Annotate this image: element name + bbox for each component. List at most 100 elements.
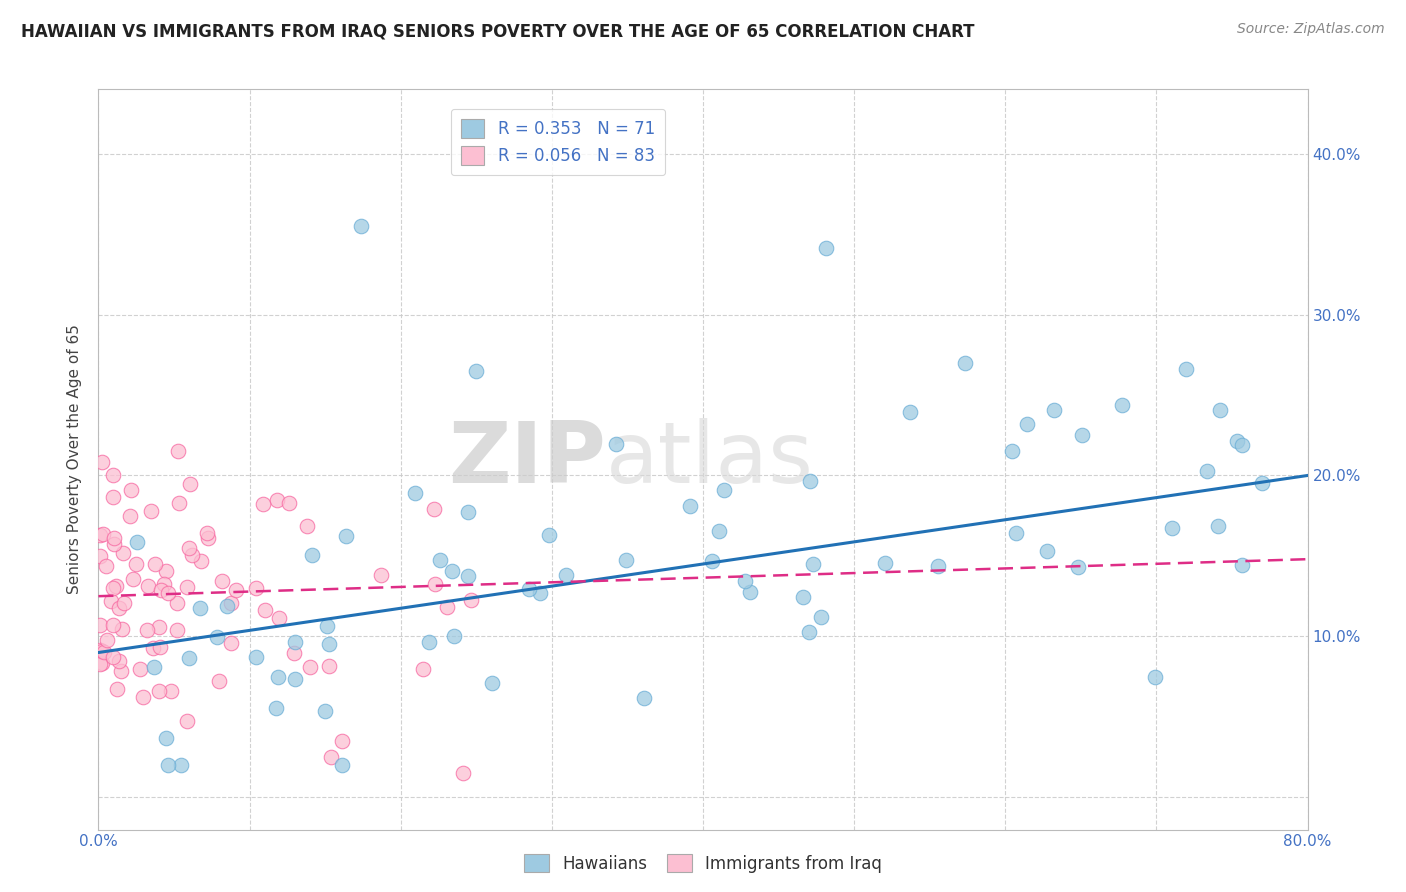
Point [103, 617, 125, 632]
Point [538, 528, 561, 542]
Point [188, 600, 211, 615]
Point [179, 651, 201, 665]
Point [177, 541, 200, 555]
Point [225, 582, 247, 597]
Point [254, 603, 277, 617]
Point [1043, 403, 1066, 417]
Point [801, 557, 824, 571]
Point [103, 491, 125, 505]
Point [314, 704, 336, 718]
Point [89, 617, 111, 632]
Point [1160, 521, 1182, 535]
Point [460, 593, 482, 607]
Point [103, 531, 125, 545]
Point [252, 497, 274, 511]
Point [181, 548, 204, 562]
Point [219, 636, 242, 650]
Point [350, 219, 373, 233]
Point [127, 535, 149, 549]
Point [457, 568, 479, 582]
Point [136, 579, 159, 593]
Point [142, 640, 165, 655]
Point [873, 556, 896, 570]
Point [149, 640, 172, 655]
Point [245, 582, 267, 596]
Point [318, 658, 340, 673]
Point [707, 524, 730, 538]
Point [457, 505, 479, 519]
Point [169, 496, 191, 510]
Point [298, 660, 321, 674]
Point [441, 564, 464, 578]
Point [266, 670, 288, 684]
Point [125, 557, 148, 571]
Point [136, 623, 159, 637]
Point [318, 637, 340, 651]
Point [443, 629, 465, 643]
Point [219, 596, 242, 610]
Point [89, 549, 111, 564]
Point [176, 714, 198, 728]
Point [101, 468, 124, 483]
Point [91, 644, 114, 658]
Point [111, 622, 134, 636]
Point [103, 581, 125, 595]
Point [190, 554, 212, 568]
Point [330, 758, 353, 772]
Legend: R = 0.353   N = 71, R = 0.056   N = 83: R = 0.353 N = 71, R = 0.056 N = 83 [451, 109, 665, 176]
Point [166, 596, 188, 610]
Point [1143, 670, 1166, 684]
Point [1232, 558, 1254, 572]
Point [370, 568, 392, 582]
Point [89, 657, 111, 672]
Point [734, 574, 756, 588]
Point [100, 594, 122, 608]
Point [423, 502, 446, 516]
Point [799, 475, 821, 489]
Point [142, 660, 165, 674]
Point [614, 553, 637, 567]
Point [605, 437, 627, 451]
Point [927, 558, 949, 573]
Point [101, 649, 124, 664]
Point [197, 531, 219, 545]
Point [738, 585, 761, 599]
Point [122, 572, 145, 586]
Legend: Hawaiians, Immigrants from Iraq: Hawaiians, Immigrants from Iraq [517, 847, 889, 880]
Point [195, 526, 218, 541]
Text: Source: ZipAtlas.com: Source: ZipAtlas.com [1237, 22, 1385, 37]
Point [96, 632, 118, 647]
Point [96, 559, 118, 574]
Point [139, 503, 162, 517]
Point [160, 684, 183, 698]
Text: atlas: atlas [606, 417, 814, 501]
Point [112, 546, 135, 560]
Point [148, 684, 170, 698]
Point [1209, 402, 1232, 417]
Point [148, 620, 170, 634]
Point [554, 568, 576, 582]
Point [1111, 398, 1133, 412]
Point [316, 619, 339, 633]
Point [679, 500, 702, 514]
Point [799, 624, 821, 639]
Point [451, 766, 474, 780]
Point [143, 558, 166, 572]
Point [245, 649, 267, 664]
Point [330, 734, 353, 748]
Point [529, 586, 551, 600]
Point [91, 526, 114, 541]
Point [155, 564, 177, 578]
Point [429, 553, 451, 567]
Point [155, 731, 177, 745]
Point [217, 599, 239, 613]
Point [481, 675, 503, 690]
Point [205, 630, 228, 644]
Point [267, 611, 290, 625]
Point [90, 455, 112, 469]
Point [284, 672, 307, 686]
Point [156, 758, 179, 772]
Point [132, 690, 155, 705]
Point [103, 537, 125, 551]
Point [1001, 443, 1024, 458]
